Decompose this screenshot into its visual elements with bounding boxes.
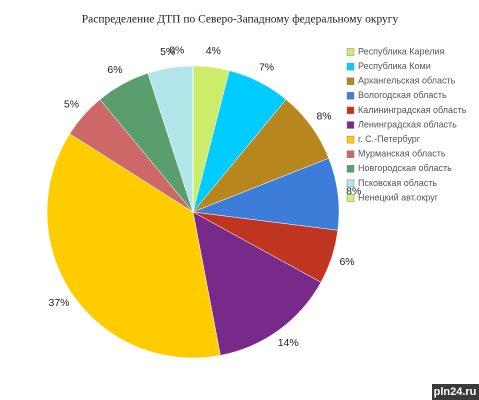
legend-label: Ненецкий авт.округ: [358, 192, 439, 202]
legend-label: Ленинградская область: [358, 119, 457, 129]
data-label: 0%: [169, 45, 184, 57]
data-label: 4%: [206, 45, 221, 57]
legend-swatch: [346, 62, 355, 71]
legend-swatch: [346, 48, 355, 56]
legend-label: Вологодская область: [358, 90, 447, 100]
data-label: 37%: [49, 297, 70, 309]
legend-label: Республика Коми: [358, 61, 431, 71]
legend-label: Мурманская область: [358, 149, 446, 159]
legend-swatch: [346, 165, 355, 173]
pie-slice: [192, 211, 322, 356]
legend-swatch: [346, 106, 355, 115]
legend-swatch: [346, 194, 355, 202]
legend-swatch: [346, 179, 355, 188]
watermark-bg: [432, 384, 479, 400]
legend-label: г. С.-Петербург: [358, 134, 421, 144]
data-label: 6%: [339, 256, 354, 268]
pie-slice: [46, 133, 221, 359]
legend-label: Новгородская область: [358, 163, 452, 173]
legend-swatch: [346, 150, 355, 158]
legend-swatch: [346, 77, 355, 85]
legend-label: Республика Карелия: [358, 46, 444, 56]
watermark: pln24.ru: [434, 386, 477, 398]
data-label: 5%: [64, 99, 79, 111]
data-label: 8%: [316, 111, 331, 123]
data-label: 5%: [160, 46, 175, 58]
legend-label: Калининградская область: [358, 105, 467, 115]
legend-label: Архангельская область: [358, 76, 456, 86]
legend-swatch: [346, 92, 355, 100]
legend-swatch: [346, 121, 355, 129]
legend-swatch: [346, 135, 355, 144]
data-label: 7%: [259, 61, 274, 73]
data-label: 14%: [278, 337, 299, 349]
data-label: 6%: [107, 64, 122, 76]
legend-label: Псковская область: [358, 178, 437, 188]
chart-title: Распределение ДТП по Северо-Западному фе…: [82, 14, 399, 26]
